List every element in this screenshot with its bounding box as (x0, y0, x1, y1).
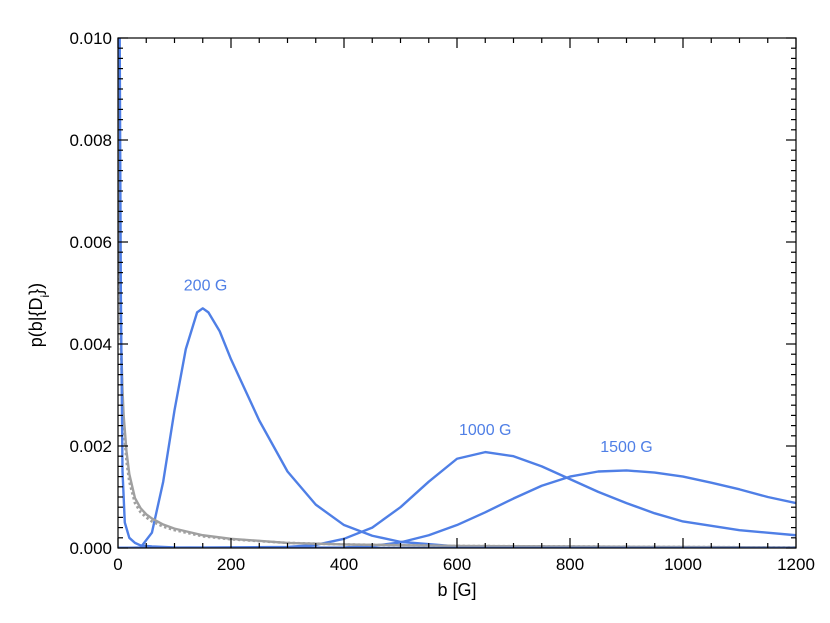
curve-annotation: 200 G (184, 277, 228, 294)
x-tick-label: 1200 (777, 555, 815, 574)
series-line-5 (118, 38, 796, 548)
series-line-6 (118, 38, 796, 548)
curve-annotation: 1000 G (459, 422, 511, 439)
x-tick-label: 0 (113, 555, 122, 574)
y-tick-label: 0.008 (69, 131, 112, 150)
y-tick-label: 0.010 (69, 29, 112, 48)
series-line-2 (118, 450, 796, 548)
x-tick-label: 800 (556, 555, 584, 574)
x-tick-label: 400 (330, 555, 358, 574)
series-line-1 (118, 307, 796, 548)
y-tick-label: 0.004 (69, 335, 112, 354)
y-axis-label: p(b|{Di}) (26, 283, 52, 347)
curve-annotation: 1500 G (600, 439, 652, 456)
tick-labels: 0 200 400 600 800 1000 1200 0.000 0.002 0.004 0.00… (69, 29, 814, 574)
series-line-3 (118, 469, 796, 548)
axis-ticks (117, 37, 797, 549)
x-axis-label: b [G] (437, 580, 476, 600)
annotations: 200 G 1000 G 1500 G (184, 277, 653, 456)
x-tick-label: 200 (217, 555, 245, 574)
y-tick-label: 0.000 (69, 539, 112, 558)
y-tick-label: 0.006 (69, 233, 112, 252)
x-tick-label: 1000 (664, 555, 702, 574)
x-tick-label: 600 (443, 555, 471, 574)
y-tick-label: 0.002 (69, 437, 112, 456)
